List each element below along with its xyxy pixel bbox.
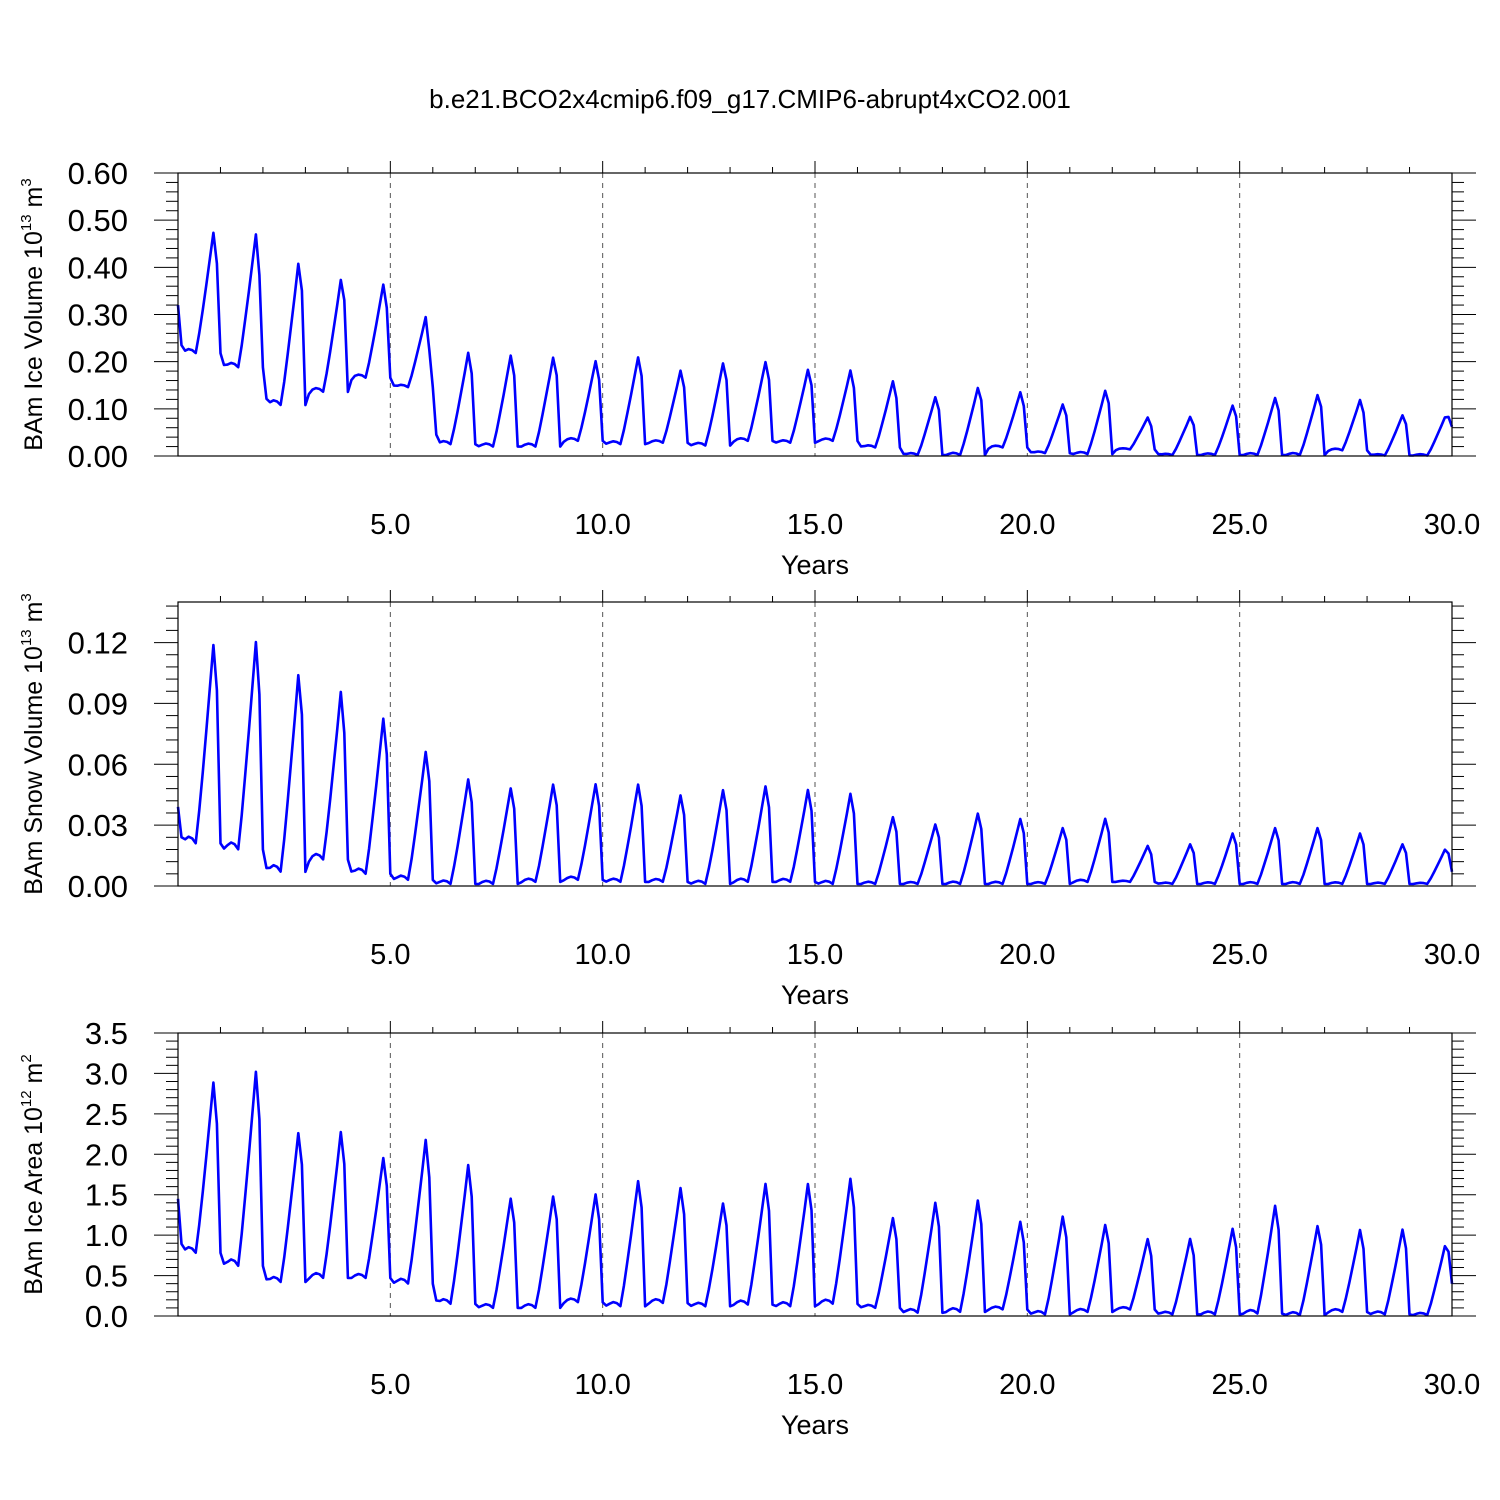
x-tick-label: 15.0: [787, 939, 843, 971]
x-tick-label: 10.0: [574, 1369, 630, 1401]
y-tick-label: 0.00: [68, 439, 128, 474]
y-tick-label: 3.0: [85, 1056, 128, 1091]
x-tick-label: 25.0: [1211, 939, 1267, 971]
y-tick-label: 0.10: [68, 392, 128, 427]
y-tick-label: 0.5: [85, 1259, 128, 1294]
y-tick-label: 3.5: [85, 1016, 128, 1051]
x-axis-label: Years: [781, 1410, 849, 1440]
x-tick-label: 20.0: [999, 1369, 1055, 1401]
x-tick-label: 20.0: [999, 509, 1055, 541]
ice-area-panel: 0.0 0.5 1.0 1.5 2.0 2.5 3.0 3.5 5.0 10.0 15.0 20.0 2…: [18, 1016, 1480, 1440]
x-tick-label: 30.0: [1424, 509, 1480, 541]
x-tick-label: 15.0: [787, 509, 843, 541]
y-tick-label: 0.00: [68, 869, 128, 904]
y-tick-label: 0.60: [68, 156, 128, 191]
x-tick-label: 5.0: [370, 939, 410, 971]
y-axis-label: BAm Ice Volume 1013 m3: [18, 178, 48, 450]
y-tick-label: 2.5: [85, 1097, 128, 1132]
y-tick-label: 0.03: [68, 808, 128, 843]
y-tick-label: 0.30: [68, 298, 128, 333]
x-tick-label: 30.0: [1424, 1369, 1480, 1401]
y-tick-label: 1.5: [85, 1178, 128, 1213]
x-tick-label: 25.0: [1211, 509, 1267, 541]
y-tick-label: 0.12: [68, 626, 128, 661]
x-tick-label: 5.0: [370, 1369, 410, 1401]
y-tick-label: 0.40: [68, 250, 128, 285]
snow-volume-panel: 0.00 0.03 0.06 0.09 0.12 5.0 10.0 15.0 20.0 25.0 3…: [18, 590, 1480, 1010]
x-axis-label: Years: [781, 980, 849, 1010]
y-tick-label: 0.20: [68, 345, 128, 380]
series-line: [176, 231, 1454, 457]
series-line: [176, 1070, 1454, 1317]
x-tick-label: 25.0: [1211, 1369, 1267, 1401]
plot-frame: [177, 1032, 1453, 1317]
x-tick-label: 10.0: [574, 939, 630, 971]
x-tick-label: 15.0: [787, 1369, 843, 1401]
y-tick-label: 0.06: [68, 747, 128, 782]
y-tick-label: 1.0: [85, 1218, 128, 1253]
y-tick-label: 2.0: [85, 1137, 128, 1172]
y-axis-label: BAm Snow Volume 1013 m3: [18, 593, 48, 895]
x-axis-label: Years: [781, 550, 849, 580]
x-tick-label: 10.0: [574, 509, 630, 541]
series-line: [176, 640, 1454, 886]
x-tick-label: 20.0: [999, 939, 1055, 971]
y-tick-label: 0.0: [85, 1299, 128, 1334]
y-tick-label: 0.09: [68, 686, 128, 721]
y-axis-label: BAm Ice Area 1012 m2: [18, 1054, 48, 1294]
chart-title: b.e21.BCO2x4cmip6.f09_g17.CMIP6-abrupt4x…: [429, 84, 1071, 114]
plot-frame: [177, 172, 1453, 457]
y-tick-label: 0.50: [68, 203, 128, 238]
x-tick-label: 5.0: [370, 509, 410, 541]
x-tick-label: 30.0: [1424, 939, 1480, 971]
plot-frame: [177, 601, 1453, 887]
ice-volume-panel: 0.00 0.10 0.20 0.30 0.40 0.50 0.60 5.0 10.0 15.0 2…: [18, 156, 1480, 580]
